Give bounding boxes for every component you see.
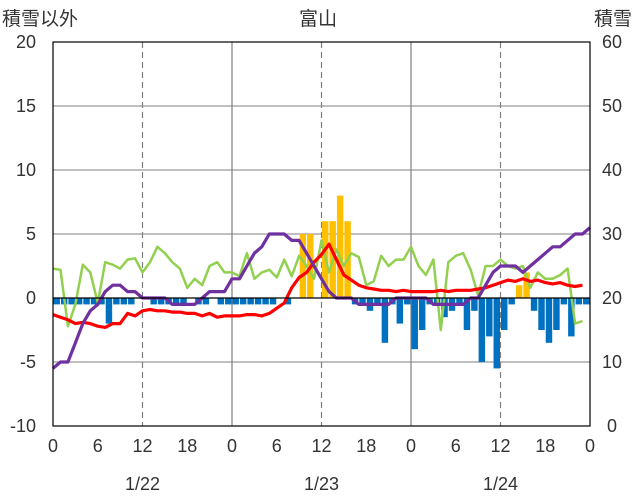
precip-bar (269, 298, 277, 305)
precip-bar (486, 298, 493, 337)
precip-bar (441, 298, 448, 318)
precip-bar (336, 195, 344, 298)
precip-bar (105, 298, 113, 324)
right-tick-label: 50 (602, 96, 622, 116)
precip-bar (217, 298, 225, 305)
precip-bar (254, 298, 262, 305)
precip-bar (68, 298, 75, 305)
grid (53, 41, 590, 427)
precip-bar (553, 298, 560, 330)
left-axis-label: 積雪以外 (2, 8, 78, 30)
plot-frame (52, 41, 591, 427)
precip-bar (545, 298, 553, 343)
precip-bar (90, 298, 98, 305)
x-tick-label: 12 (311, 436, 331, 456)
left-tick-label: 10 (16, 160, 36, 180)
precip-bar (225, 298, 232, 305)
x-tick-label: 0 (227, 436, 237, 456)
precip-bar (538, 298, 545, 330)
temperature-line (52, 242, 583, 329)
x-date-label: 1/24 (483, 474, 518, 494)
x-tick-label: 0 (48, 436, 58, 456)
precip-bar (411, 298, 418, 350)
right-tick-label: 10 (602, 352, 622, 372)
precip-bar (150, 298, 157, 305)
precip-bar (530, 298, 538, 311)
precip-bar (299, 234, 307, 298)
precip-bar (374, 298, 381, 305)
precip-bar (128, 298, 135, 305)
precip-bar (396, 298, 404, 324)
right-axis-label: 積雪 (594, 8, 632, 30)
left-tick-label: -5 (20, 352, 36, 372)
right-tick-label: 20 (602, 288, 622, 308)
precip-bar (583, 298, 590, 305)
precip-bar (523, 272, 530, 298)
precip-bar (568, 298, 575, 337)
x-tick-label: 12 (132, 436, 152, 456)
precip-bar (359, 298, 366, 305)
x-tick-label: 6 (272, 436, 282, 456)
x-tick-label: 0 (406, 436, 416, 456)
precip-bar (180, 298, 187, 305)
left-tick-label: 5 (26, 224, 36, 244)
x-date-label: 1/23 (304, 474, 339, 494)
x-tick-label: 18 (535, 436, 555, 456)
plot-border (52, 41, 591, 427)
precip-bar (404, 298, 411, 305)
precip-bar (418, 298, 426, 330)
precip-bar (501, 298, 508, 330)
precip-bar (239, 298, 247, 305)
precip-bar (232, 298, 239, 305)
precip-bar (53, 298, 60, 305)
precip-bar (172, 298, 180, 305)
x-tick-label: 6 (451, 436, 461, 456)
right-tick-label: 30 (602, 224, 622, 244)
x-date-label: 1/22 (125, 474, 160, 494)
precip-bar (478, 298, 486, 362)
precip-bar (120, 298, 128, 305)
precip-bar (471, 298, 478, 311)
precip-bar (575, 298, 583, 305)
precip-bar (113, 298, 120, 305)
x-tick-label: 18 (177, 436, 197, 456)
precip-bar (463, 298, 471, 330)
precip-bar (508, 298, 515, 305)
precip-bar (157, 298, 165, 305)
precip-bar (202, 298, 210, 305)
left-tick-label: -10 (10, 416, 36, 436)
x-tick-label: 6 (93, 436, 103, 456)
x-tick-label: 0 (585, 436, 595, 456)
precip-bar (247, 298, 254, 305)
precip-bar (381, 298, 389, 343)
x-tick-label: 18 (356, 436, 376, 456)
precip-bar (284, 298, 292, 305)
precip-bar (75, 298, 83, 305)
left-tick-label: 20 (16, 32, 36, 52)
precip-bar (493, 298, 500, 369)
right-tick-label: 60 (602, 32, 622, 52)
right-tick-label: 40 (602, 160, 622, 180)
precip-bar (456, 298, 463, 305)
left-tick-label: 0 (26, 288, 36, 308)
precip-bar (560, 298, 568, 305)
right-tick-label: 0 (607, 416, 617, 436)
precip-bar (515, 285, 523, 298)
left-tick-label: 15 (16, 96, 36, 116)
precip-bar (262, 298, 269, 305)
x-tick-label: 12 (490, 436, 510, 456)
chart-title: 富山 (299, 8, 337, 30)
precip-bar (83, 298, 90, 305)
